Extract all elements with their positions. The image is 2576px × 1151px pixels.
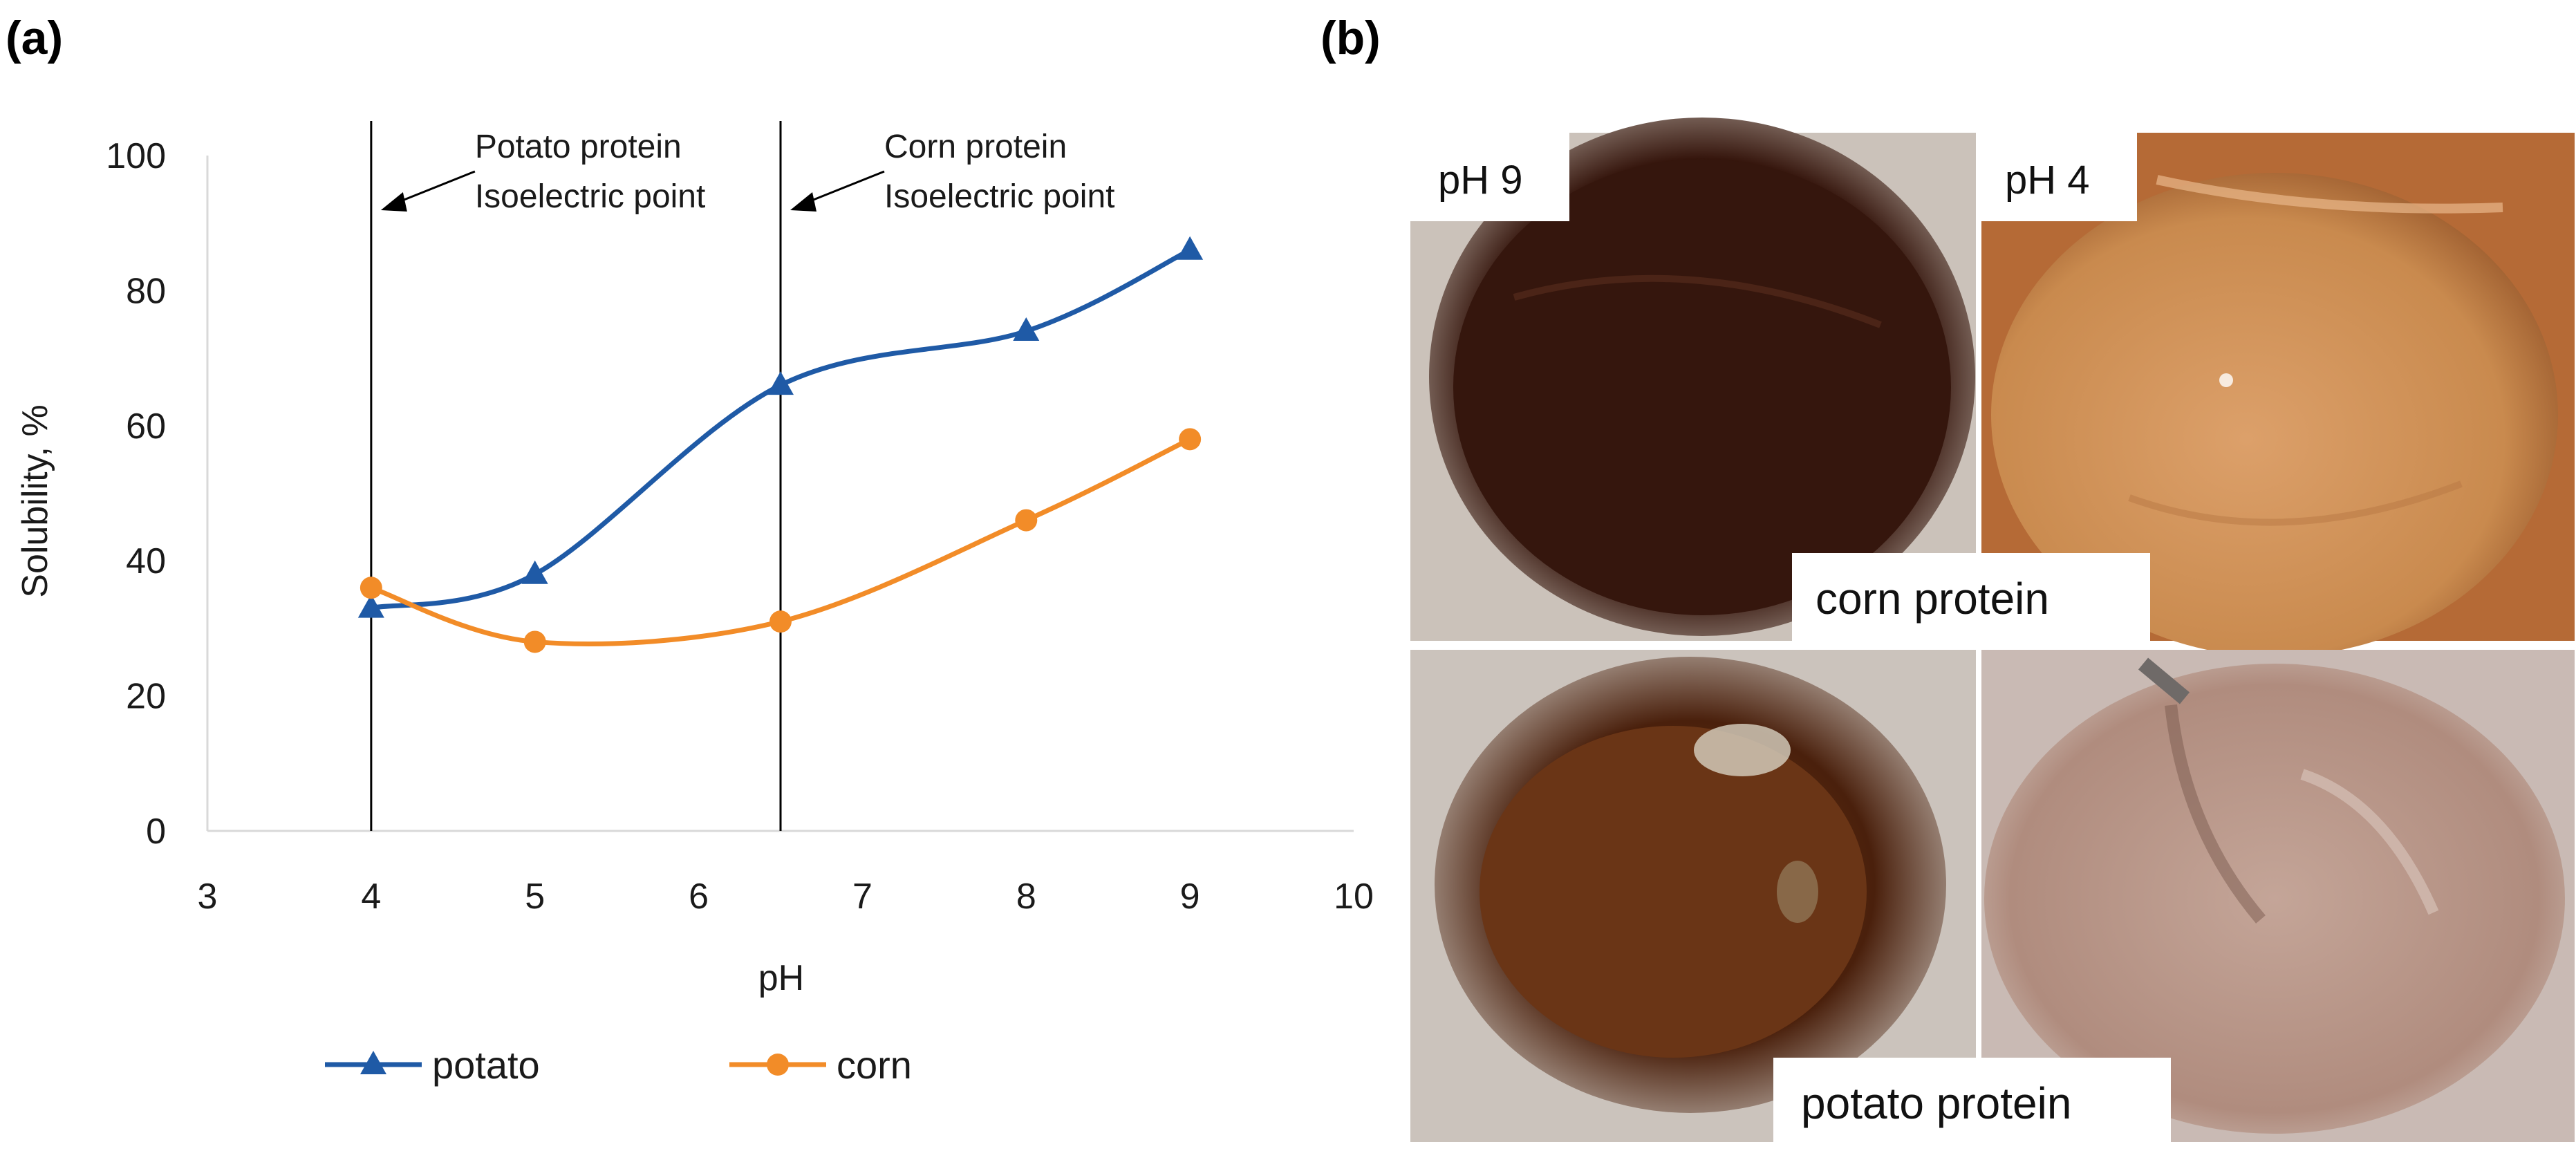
photo-corn-ph9 — [1410, 118, 1976, 641]
data-point-potato — [1177, 236, 1204, 260]
y-axis-label: Solubility, % — [15, 404, 55, 597]
x-tick-label: 6 — [689, 877, 709, 917]
data-point-potato — [521, 560, 548, 584]
data-point-corn — [360, 577, 382, 599]
y-tick-label: 80 — [126, 271, 166, 311]
x-tick-label: 4 — [361, 877, 381, 917]
legend-marker-corn — [767, 1054, 789, 1076]
series-markers — [357, 236, 1204, 653]
panel-a-label: (a) — [6, 12, 63, 64]
label-ph4: pH 4 — [2005, 158, 2090, 203]
y-tick-label: 60 — [126, 406, 166, 447]
x-axis-label: pH — [758, 958, 804, 998]
annotation-label-line2: Isoelectric point — [475, 178, 706, 215]
photo-potato-ph9 — [1410, 650, 1976, 1142]
annotation-arrowhead — [380, 192, 407, 212]
annotation-arrow-line — [801, 170, 885, 206]
data-point-corn — [769, 610, 792, 633]
data-point-corn — [523, 630, 546, 653]
y-tick-label: 20 — [126, 677, 166, 717]
annotation-arrow-line — [391, 170, 476, 206]
data-point-potato — [767, 371, 794, 395]
legend-label-potato: potato — [432, 1043, 540, 1087]
x-tick-label: 9 — [1180, 877, 1200, 917]
y-tick-label: 100 — [106, 136, 166, 176]
label-ph9: pH 9 — [1438, 158, 1523, 203]
x-tick-label: 3 — [198, 877, 218, 917]
annotation-label-line1: Corn protein — [884, 129, 1067, 165]
annotation-arrowhead — [790, 192, 816, 212]
x-tick-label: 5 — [525, 877, 545, 917]
x-tick-label: 7 — [852, 877, 872, 917]
annotation-label-line1: Potato protein — [475, 129, 682, 165]
data-point-potato — [1013, 317, 1040, 341]
isoelectric-lines: Potato protein Isoelectric point Corn prot… — [370, 121, 1115, 831]
label-potato-protein: potato protein — [1801, 1078, 2071, 1128]
annotation-label-line2: Isoelectric point — [884, 178, 1115, 215]
label-corn-protein: corn protein — [1816, 574, 2049, 624]
x-tick-label: 10 — [1334, 877, 1374, 917]
panel-b-label: (b) — [1320, 12, 1381, 64]
y-tick-label: 0 — [146, 812, 166, 852]
x-tick-label: 8 — [1016, 877, 1036, 917]
legend-marker-potato — [360, 1051, 386, 1074]
photo-potato-ph4 — [1981, 650, 2575, 1142]
photo-panel: pH 9 pH 4 corn protein potato protein — [1410, 118, 2575, 1148]
data-point-potato — [357, 594, 384, 618]
data-point-corn — [1179, 428, 1202, 451]
chart-legend: potato corn — [325, 1043, 912, 1087]
y-tick-label: 40 — [126, 541, 166, 581]
data-point-corn — [1015, 509, 1038, 532]
legend-label-corn: corn — [837, 1043, 912, 1087]
